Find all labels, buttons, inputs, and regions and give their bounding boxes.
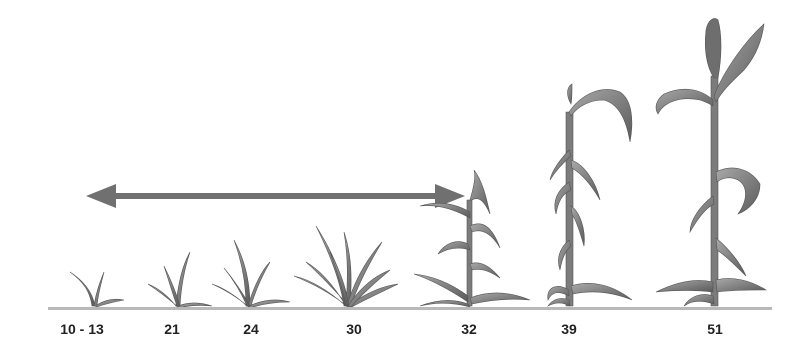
stage-label-21: 21 <box>164 321 180 337</box>
stage-label-24: 24 <box>243 321 259 337</box>
stage-label-32: 32 <box>461 321 477 337</box>
plant-stage-21 <box>147 251 213 309</box>
stage-range-arrow <box>86 184 465 208</box>
ground-line <box>48 307 772 310</box>
stage-label-39: 39 <box>561 321 577 337</box>
stage-label-51: 51 <box>707 321 723 337</box>
plant-stage-24 <box>211 239 291 309</box>
plant-stage-30 <box>293 225 399 309</box>
stage-label-10-13: 10 - 13 <box>60 321 104 337</box>
plant-stage-32 <box>413 169 531 308</box>
plant-stage-10-13 <box>69 271 125 308</box>
plant-stage-51 <box>655 18 768 307</box>
plant-stage-39 <box>547 83 633 307</box>
stage-label-30: 30 <box>346 321 362 337</box>
